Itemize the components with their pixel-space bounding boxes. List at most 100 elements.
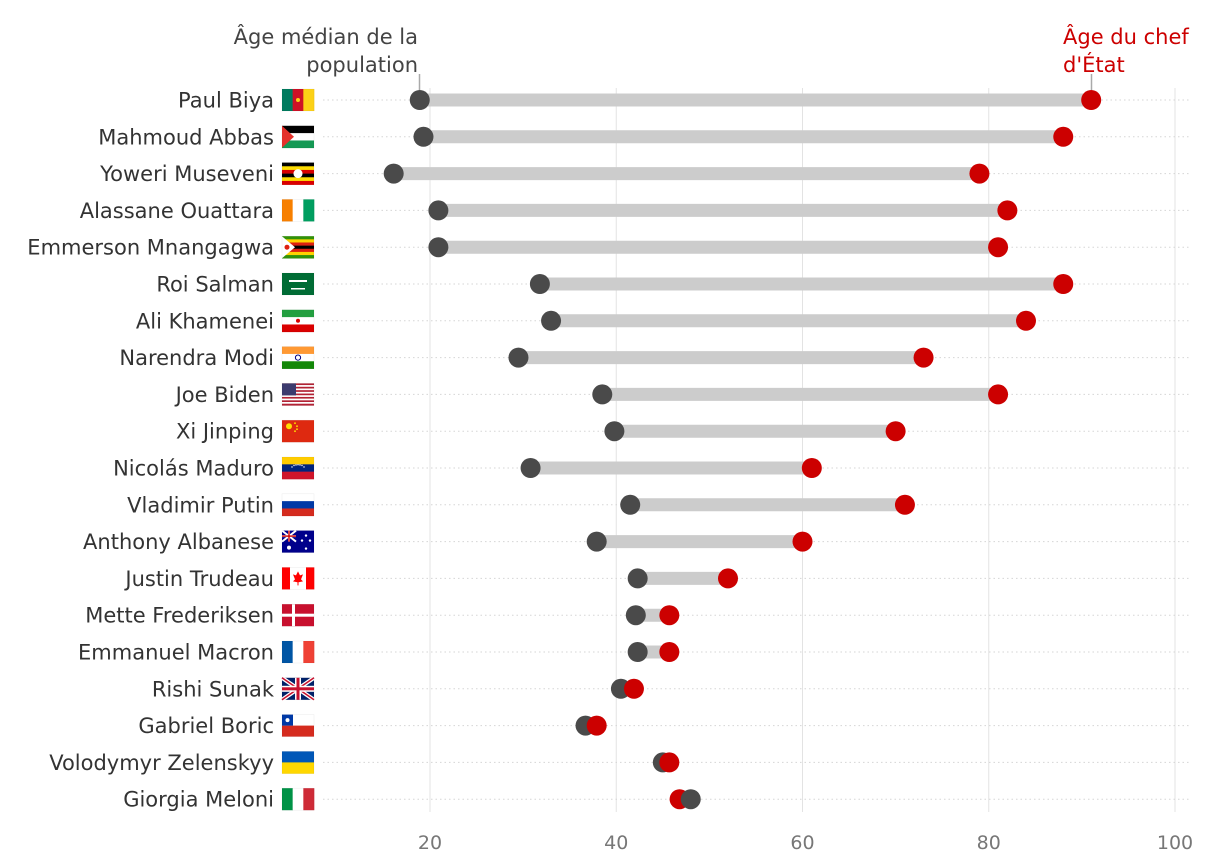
uganda-flag-icon bbox=[281, 162, 315, 185]
leader-annotation-line-2: d'État bbox=[1063, 52, 1125, 77]
uk-flag-icon bbox=[280, 676, 316, 702]
x-tick-label: 40 bbox=[604, 832, 628, 854]
leader-name-label: Giorgia Meloni bbox=[123, 788, 274, 812]
median-age-dot bbox=[428, 237, 449, 258]
median-age-dot bbox=[520, 458, 541, 478]
usa-flag-icon bbox=[281, 383, 315, 406]
median-age-dot bbox=[620, 494, 641, 515]
leader-name-label: Paul Biya bbox=[178, 89, 274, 113]
x-axis: 20 40 60 80 100 bbox=[418, 832, 1193, 854]
leader-age-dot bbox=[659, 752, 680, 773]
zimbabwe-flag-icon bbox=[281, 235, 315, 259]
russia-flag-icon bbox=[281, 493, 315, 517]
leader-name-label: Vladimir Putin bbox=[127, 493, 274, 517]
row-emmanuel-macron: Emmanuel Macron bbox=[78, 641, 1190, 665]
leader-name-label: Gabriel Boric bbox=[138, 714, 274, 738]
cameroon-flag-icon bbox=[281, 88, 315, 112]
leader-age-dot bbox=[1053, 126, 1074, 147]
median-age-dot bbox=[529, 274, 550, 294]
grid bbox=[429, 88, 1176, 812]
leader-name-label: Rishi Sunak bbox=[152, 677, 275, 701]
leader-name-label: Emmanuel Macron bbox=[78, 641, 274, 665]
leader-name-label: Mette Frederiksen bbox=[85, 604, 274, 628]
row-mette-frederiksen: Mette Frederiksen bbox=[85, 604, 1190, 628]
median-age-dot bbox=[586, 531, 607, 552]
venezuela-flag-icon bbox=[281, 456, 315, 480]
france-flag-icon bbox=[281, 640, 315, 664]
leader-age-dot bbox=[659, 642, 680, 662]
median-age-dot bbox=[592, 384, 613, 405]
ukraine-flag-icon bbox=[281, 751, 315, 774]
row-alassane-ouattara: Alassane Ouattara bbox=[80, 199, 1190, 223]
australia-flag-icon bbox=[281, 529, 315, 553]
leader-name-label: Volodymyr Zelenskyy bbox=[49, 751, 274, 775]
leader-age-dot bbox=[1016, 310, 1036, 331]
row-yoweri-museveni: Yoweri Museveni bbox=[99, 162, 1190, 186]
row-giorgia-meloni: Giorgia Meloni bbox=[123, 788, 1190, 812]
denmark-flag-icon bbox=[281, 603, 315, 627]
median-age-dot bbox=[627, 642, 648, 662]
row-nicol-s-maduro: Nicolás Maduro bbox=[113, 457, 1190, 481]
china-flag-icon bbox=[281, 419, 315, 443]
x-tick-label: 80 bbox=[977, 832, 1001, 854]
india-flag-icon bbox=[281, 346, 315, 369]
canada-flag-icon bbox=[281, 567, 315, 590]
median-age-dot bbox=[508, 347, 529, 368]
leader-name-label: Yoweri Museveni bbox=[99, 162, 274, 186]
leader-name-label: Joe Biden bbox=[174, 383, 274, 407]
ivory-coast-flag-icon bbox=[281, 199, 315, 222]
row-roi-salman: Roi Salman bbox=[156, 273, 1190, 297]
leader-age-dot bbox=[718, 568, 738, 589]
leader-age-dot bbox=[885, 421, 906, 442]
leader-age-dot bbox=[988, 237, 1009, 258]
row-justin-trudeau: Justin Trudeau bbox=[123, 567, 1190, 591]
leader-age-dot bbox=[894, 494, 915, 515]
row-volodymyr-zelenskyy: Volodymyr Zelenskyy bbox=[49, 751, 1190, 775]
leader-age-dot bbox=[988, 384, 1009, 405]
row-rishi-sunak: Rishi Sunak bbox=[152, 676, 1190, 702]
saudi-arabia-flag-icon bbox=[281, 272, 315, 296]
median-annotation: Âge médian de la population bbox=[234, 24, 421, 90]
x-tick-label: 60 bbox=[790, 832, 814, 854]
leader-name-label: Ali Khamenei bbox=[136, 309, 274, 333]
median-age-dot bbox=[627, 568, 648, 589]
leader-age-dot bbox=[801, 458, 822, 478]
iran-flag-icon bbox=[281, 309, 315, 333]
leader-name-label: Roi Salman bbox=[156, 273, 274, 297]
median-age-dot bbox=[383, 163, 404, 184]
leader-name-label: Emmerson Mnangagwa bbox=[27, 236, 274, 260]
chile-flag-icon bbox=[281, 714, 315, 737]
leader-name-label: Anthony Albanese bbox=[83, 530, 274, 554]
leader-annotation-line-1: Âge du chef bbox=[1063, 24, 1189, 49]
leader-name-label: Alassane Ouattara bbox=[80, 199, 274, 223]
palestine-flag-icon bbox=[281, 125, 315, 149]
rows: Paul Biya Mahmoud Abbas Yoweri Museveni Ala… bbox=[27, 89, 1190, 812]
row-gabriel-boric: Gabriel Boric bbox=[138, 714, 1190, 738]
leader-age-dot bbox=[792, 531, 813, 552]
row-narendra-modi: Narendra Modi bbox=[119, 346, 1190, 370]
italy-flag-icon bbox=[281, 787, 315, 811]
row-emmerson-mnangagwa: Emmerson Mnangagwa bbox=[27, 236, 1190, 260]
median-age-dot bbox=[428, 200, 449, 221]
median-age-dot bbox=[413, 126, 434, 147]
leader-name-label: Nicolás Maduro bbox=[113, 457, 274, 481]
median-age-dot bbox=[604, 421, 625, 442]
leader-name-label: Mahmoud Abbas bbox=[98, 125, 274, 149]
x-tick-label: 20 bbox=[418, 832, 442, 854]
row-xi-jinping: Xi Jinping bbox=[176, 420, 1190, 444]
leader-age-dot bbox=[659, 605, 680, 626]
leader-age-dot bbox=[997, 200, 1018, 221]
leader-name-label: Narendra Modi bbox=[119, 346, 274, 370]
leader-age-dot bbox=[1081, 90, 1102, 110]
median-annotation-line-1: Âge médian de la bbox=[234, 24, 418, 49]
leader-annotation: Âge du chef d'État bbox=[1063, 24, 1189, 90]
row-joe-biden: Joe Biden bbox=[174, 383, 1190, 407]
median-age-dot bbox=[409, 90, 430, 110]
leader-age-dot bbox=[623, 678, 644, 699]
row-vladimir-putin: Vladimir Putin bbox=[127, 493, 1190, 517]
x-tick-label: 100 bbox=[1157, 832, 1193, 854]
leader-name-label: Xi Jinping bbox=[176, 420, 274, 444]
row-mahmoud-abbas: Mahmoud Abbas bbox=[98, 125, 1190, 149]
row-anthony-albanese: Anthony Albanese bbox=[83, 529, 1190, 554]
